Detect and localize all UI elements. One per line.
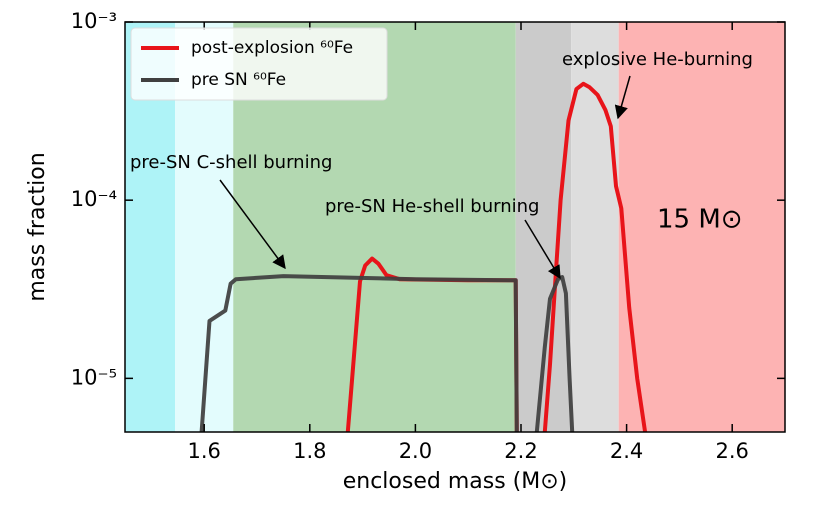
x-tick-label: 2.4: [610, 439, 643, 463]
y-axis-label: mass fraction: [25, 152, 50, 301]
legend-box: [130, 27, 388, 101]
annotation-arrow: [524, 219, 561, 280]
annotation: pre-SN C-shell burning: [130, 152, 332, 173]
x-tick-label: 2.2: [504, 439, 537, 463]
frame: [124, 21, 786, 433]
y-tick-label: 10⁻³: [71, 9, 117, 33]
annotation: 15 M⊙: [657, 205, 743, 235]
region: [618, 22, 785, 432]
annotation: pre-SN He-shell burning: [325, 196, 539, 217]
legend-label: post-explosion ⁶⁰Fe: [191, 38, 353, 58]
x-tick-label: 1.6: [187, 439, 220, 463]
x-axis-label: enclosed mass (M⊙): [343, 469, 568, 494]
y-tick-label: 10⁻⁴: [71, 187, 117, 211]
y-tick-label: 10⁻⁵: [71, 365, 117, 389]
x-tick-label: 1.8: [293, 439, 326, 463]
annotation: explosive He-burning: [562, 49, 753, 70]
x-tick-label: 2.6: [715, 439, 748, 463]
region: [571, 22, 619, 432]
legend-label: pre SN ⁶⁰Fe: [191, 70, 286, 90]
plot-frame: [124, 21, 786, 433]
annotation-arrow: [219, 179, 286, 270]
x-tick-label: 2.0: [399, 439, 432, 463]
annotation-arrow: [614, 75, 631, 120]
